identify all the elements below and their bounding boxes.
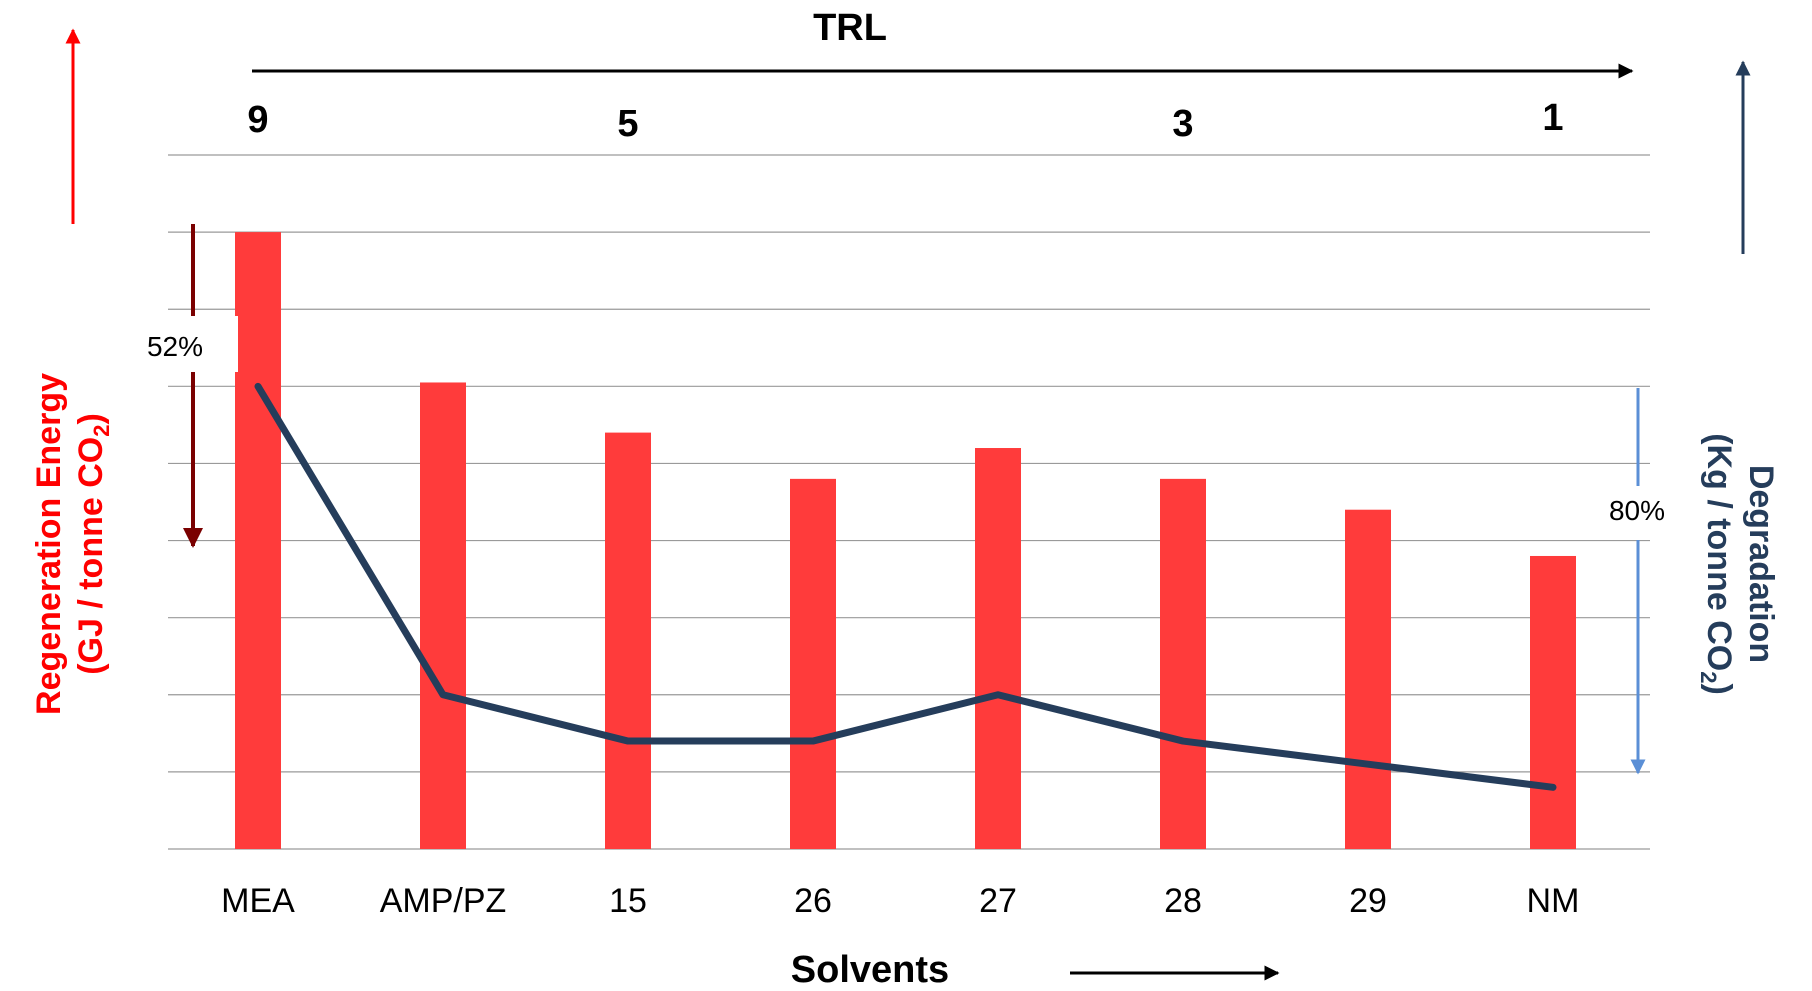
energy-bar-28 [1160,478,1206,849]
x-tick-label: 29 [1349,882,1387,920]
trl-level-label: 1 [1542,97,1563,139]
x-tick-labels: MEA AMP/PZ 15 26 27 28 29 NM [221,882,1579,920]
y-axis-title: Regeneration Energy [30,373,68,715]
x-tick-label: MEA [221,882,295,920]
x-tick-label: 28 [1164,882,1202,920]
energy-bar-amp-pz [420,382,466,849]
energy-bar-26 [790,478,836,849]
energy-reduction-label: 52% [147,331,203,362]
energy-bar-29 [1345,509,1391,849]
degradation-reduction-label-bg [1584,486,1690,540]
degradation-series-line [254,382,1557,791]
y-axis-label-right: Degradation (Kg / tonne CO2) [1696,433,1780,695]
x-tick-label: 27 [979,882,1017,920]
energy-bars [235,232,1576,850]
degradation-line [254,382,1557,791]
y2-axis-title: Degradation [1742,465,1780,663]
energy-reduction-label-bg [130,316,238,372]
energy-bar-27 [975,448,1021,849]
degradation-reduction-label: 80% [1609,495,1665,526]
trl-level-label: 9 [247,99,268,141]
grid-lines [168,154,1650,850]
x-tick-label: NM [1527,882,1580,920]
x-tick-label: 15 [609,882,647,920]
x-tick-label: AMP/PZ [380,882,507,920]
x-axis-title: Solvents [791,949,949,991]
y-axis-unit: (GJ / tonne CO2) [72,413,114,675]
trl-levels: 9 5 3 1 [247,97,1563,145]
energy-bar-mea [235,232,281,850]
energy-bar-nm [1530,555,1576,849]
trl-level-label: 3 [1172,103,1193,145]
y-axis-label-left: Regeneration Energy (GJ / tonne CO2) [30,373,114,715]
y2-axis-unit: (Kg / tonne CO2) [1696,433,1738,695]
energy-bar-15 [605,432,651,849]
x-tick-label: 26 [794,882,832,920]
trl-level-label: 5 [617,103,638,145]
trl-title: TRL [813,7,887,49]
